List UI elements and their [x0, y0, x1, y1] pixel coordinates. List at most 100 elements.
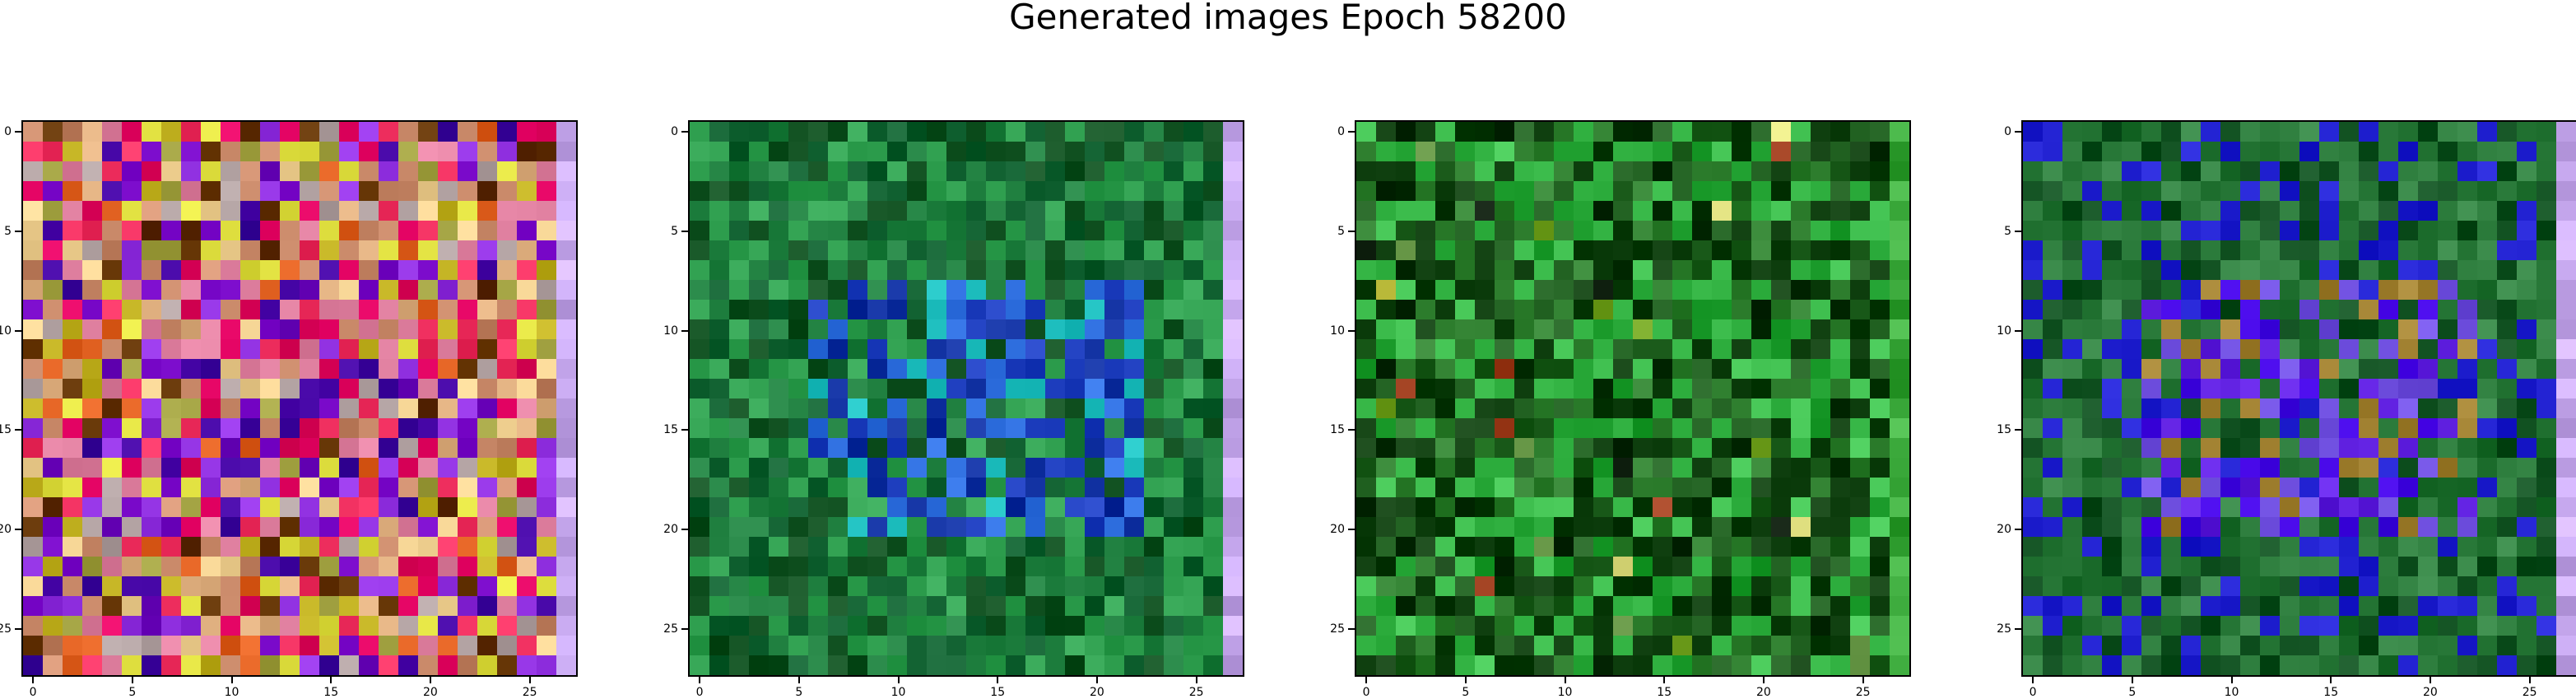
- x-tick-label: 5: [1462, 686, 1470, 699]
- y-tick-label: 0: [1337, 125, 1345, 139]
- y-tick-label: 5: [2004, 224, 2011, 238]
- x-tick: [1365, 677, 1368, 683]
- x-tick: [2230, 677, 2233, 683]
- x-tick-label: 5: [795, 686, 803, 699]
- x-tick: [699, 677, 701, 683]
- y-tick: [1348, 429, 1355, 431]
- x-tick-label: 20: [423, 686, 438, 699]
- y-tick: [15, 230, 21, 232]
- y-tick-label: 10: [0, 324, 12, 338]
- x-tick: [429, 677, 431, 683]
- x-tick: [230, 677, 233, 683]
- y-tick: [1348, 627, 1355, 630]
- y-tick-label: 20: [1997, 522, 2011, 536]
- y-tick-label: 20: [663, 522, 678, 536]
- x-tick: [897, 677, 900, 683]
- x-tick-label: 0: [29, 686, 37, 699]
- figure-title: Generated images Epoch 58200: [1009, 0, 1567, 37]
- y-tick-label: 15: [0, 423, 12, 437]
- y-tick-label: 20: [1330, 522, 1345, 536]
- y-tick: [2015, 429, 2021, 431]
- y-tick: [1348, 131, 1355, 133]
- y-tick: [1348, 528, 1355, 530]
- y-tick: [681, 230, 688, 232]
- image-frame-3: [1355, 120, 1911, 677]
- x-tick: [2131, 677, 2133, 683]
- y-tick: [681, 429, 688, 431]
- x-tick-label: 25: [1188, 686, 1204, 699]
- y-tick: [1348, 329, 1355, 332]
- x-tick-label: 10: [224, 686, 239, 699]
- x-tick-label: 0: [2029, 686, 2037, 699]
- y-tick-label: 5: [4, 224, 12, 238]
- image-frame-1: [21, 120, 578, 677]
- x-tick: [131, 677, 133, 683]
- y-tick: [2015, 131, 2021, 133]
- x-tick-label: 20: [1756, 686, 1771, 699]
- y-tick-label: 20: [0, 522, 12, 536]
- x-tick-label: 0: [1362, 686, 1370, 699]
- x-tick-label: 15: [990, 686, 1006, 699]
- x-tick: [1464, 677, 1467, 683]
- y-tick-label: 10: [663, 324, 678, 338]
- y-tick-label: 15: [663, 423, 678, 437]
- x-tick: [1195, 677, 1197, 683]
- y-tick: [681, 329, 688, 332]
- x-tick: [1762, 677, 1765, 683]
- y-tick-label: 10: [1330, 324, 1345, 338]
- x-tick: [2429, 677, 2431, 683]
- y-tick: [2015, 230, 2021, 232]
- generated-image-2: [690, 122, 1243, 675]
- y-tick: [1348, 230, 1355, 232]
- x-tick: [2032, 677, 2034, 683]
- x-tick-label: 20: [2423, 686, 2438, 699]
- x-tick-label: 10: [890, 686, 906, 699]
- y-tick-label: 5: [671, 224, 678, 238]
- x-tick: [528, 677, 531, 683]
- y-tick: [2015, 329, 2021, 332]
- x-tick-label: 10: [2224, 686, 2239, 699]
- y-tick: [15, 429, 21, 431]
- generated-image-1: [23, 122, 576, 675]
- y-tick: [681, 627, 688, 630]
- x-tick: [1663, 677, 1666, 683]
- x-tick-label: 5: [128, 686, 137, 699]
- x-tick-label: 25: [2522, 686, 2537, 699]
- y-tick-label: 0: [4, 125, 12, 139]
- y-tick: [2015, 528, 2021, 530]
- image-frame-4: [2021, 120, 2576, 677]
- y-tick: [15, 528, 21, 530]
- x-tick-label: 5: [2128, 686, 2137, 699]
- generated-image-4: [2023, 122, 2576, 675]
- x-tick: [330, 677, 332, 683]
- y-tick-label: 5: [1337, 224, 1345, 238]
- x-tick: [2330, 677, 2332, 683]
- y-tick: [15, 131, 21, 133]
- x-tick-label: 15: [323, 686, 339, 699]
- y-tick-label: 0: [671, 125, 678, 139]
- x-tick: [1564, 677, 1566, 683]
- x-tick: [1862, 677, 1864, 683]
- y-tick-label: 15: [1997, 423, 2011, 437]
- x-tick-label: 15: [1657, 686, 1672, 699]
- x-tick: [997, 677, 999, 683]
- generated-image-3: [1356, 122, 1909, 675]
- image-frame-2: [688, 120, 1244, 677]
- y-tick: [15, 627, 21, 630]
- x-tick: [797, 677, 800, 683]
- x-tick-label: 25: [522, 686, 537, 699]
- y-tick: [2015, 627, 2021, 630]
- x-tick-label: 15: [2323, 686, 2339, 699]
- x-tick: [1095, 677, 1098, 683]
- x-tick: [32, 677, 35, 683]
- x-tick-label: 20: [1090, 686, 1104, 699]
- y-tick-label: 25: [1997, 622, 2011, 636]
- x-tick-label: 0: [695, 686, 704, 699]
- y-tick: [15, 329, 21, 332]
- x-tick-label: 10: [1557, 686, 1573, 699]
- y-tick-label: 0: [2004, 125, 2011, 139]
- x-tick-label: 25: [1855, 686, 1871, 699]
- y-tick-label: 25: [663, 622, 678, 636]
- y-tick-label: 15: [1330, 423, 1345, 437]
- y-tick: [681, 528, 688, 530]
